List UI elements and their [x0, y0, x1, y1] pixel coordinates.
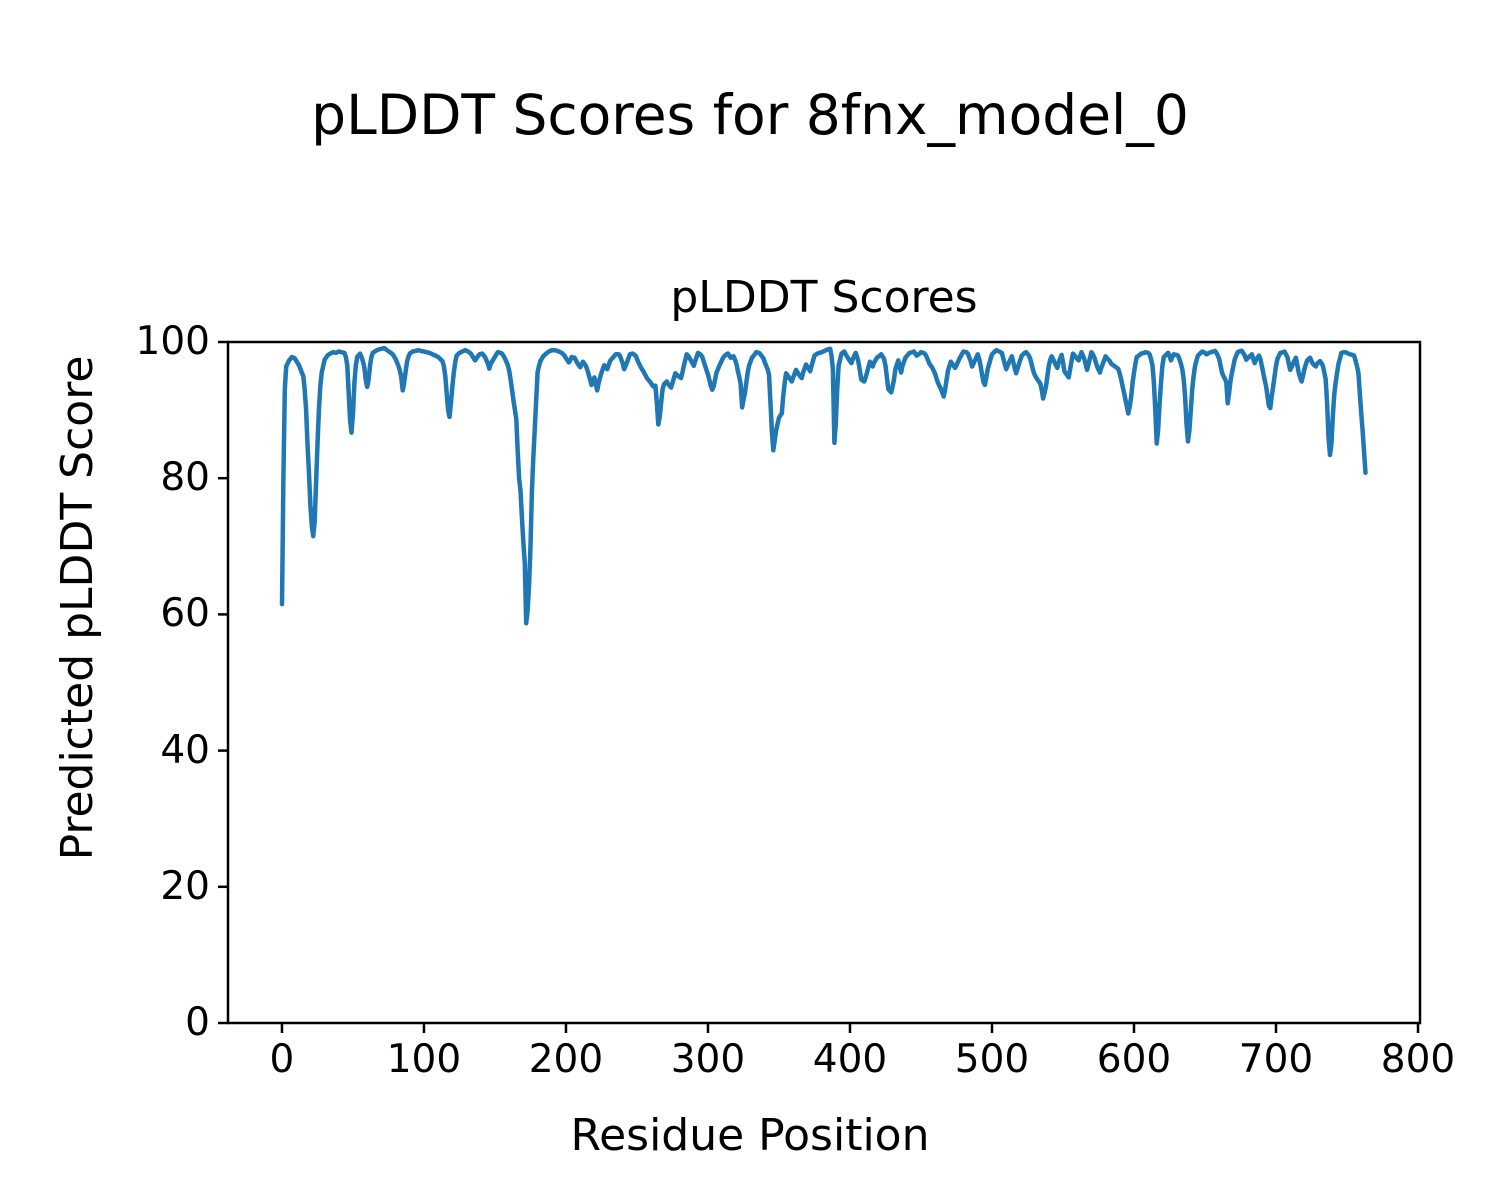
x-axis-label: Residue Position — [570, 1110, 930, 1161]
y-tick-label: 0 — [185, 1000, 210, 1045]
x-tick-label: 400 — [812, 1037, 888, 1082]
y-tick-label: 80 — [160, 455, 210, 501]
plot-area — [218, 340, 1422, 1033]
x-tick-label: 800 — [1380, 1037, 1456, 1082]
x-tick-label: 700 — [1238, 1037, 1314, 1082]
x-tick-label: 600 — [1096, 1037, 1172, 1082]
tick-marks — [218, 340, 1420, 1033]
axes-border — [226, 340, 1422, 1025]
x-tick-label: 0 — [269, 1037, 295, 1082]
figure-title: pLDDT Scores for 8fnx_model_0 — [311, 83, 1189, 147]
x-tick-label: 100 — [386, 1037, 462, 1082]
y-axis-label: Predicted pLDDT Score — [52, 355, 103, 861]
y-tick-label: 40 — [160, 727, 210, 773]
x-tick-label: 300 — [670, 1037, 746, 1082]
y-tick-label: 100 — [135, 319, 210, 364]
x-tick-label: 200 — [528, 1037, 604, 1082]
plddt-line — [279, 345, 1368, 626]
y-tick-label: 20 — [160, 863, 210, 909]
y-tick-label: 60 — [160, 591, 210, 637]
axes-title: pLDDT Scores — [670, 272, 978, 323]
x-tick-label: 500 — [954, 1037, 1030, 1082]
